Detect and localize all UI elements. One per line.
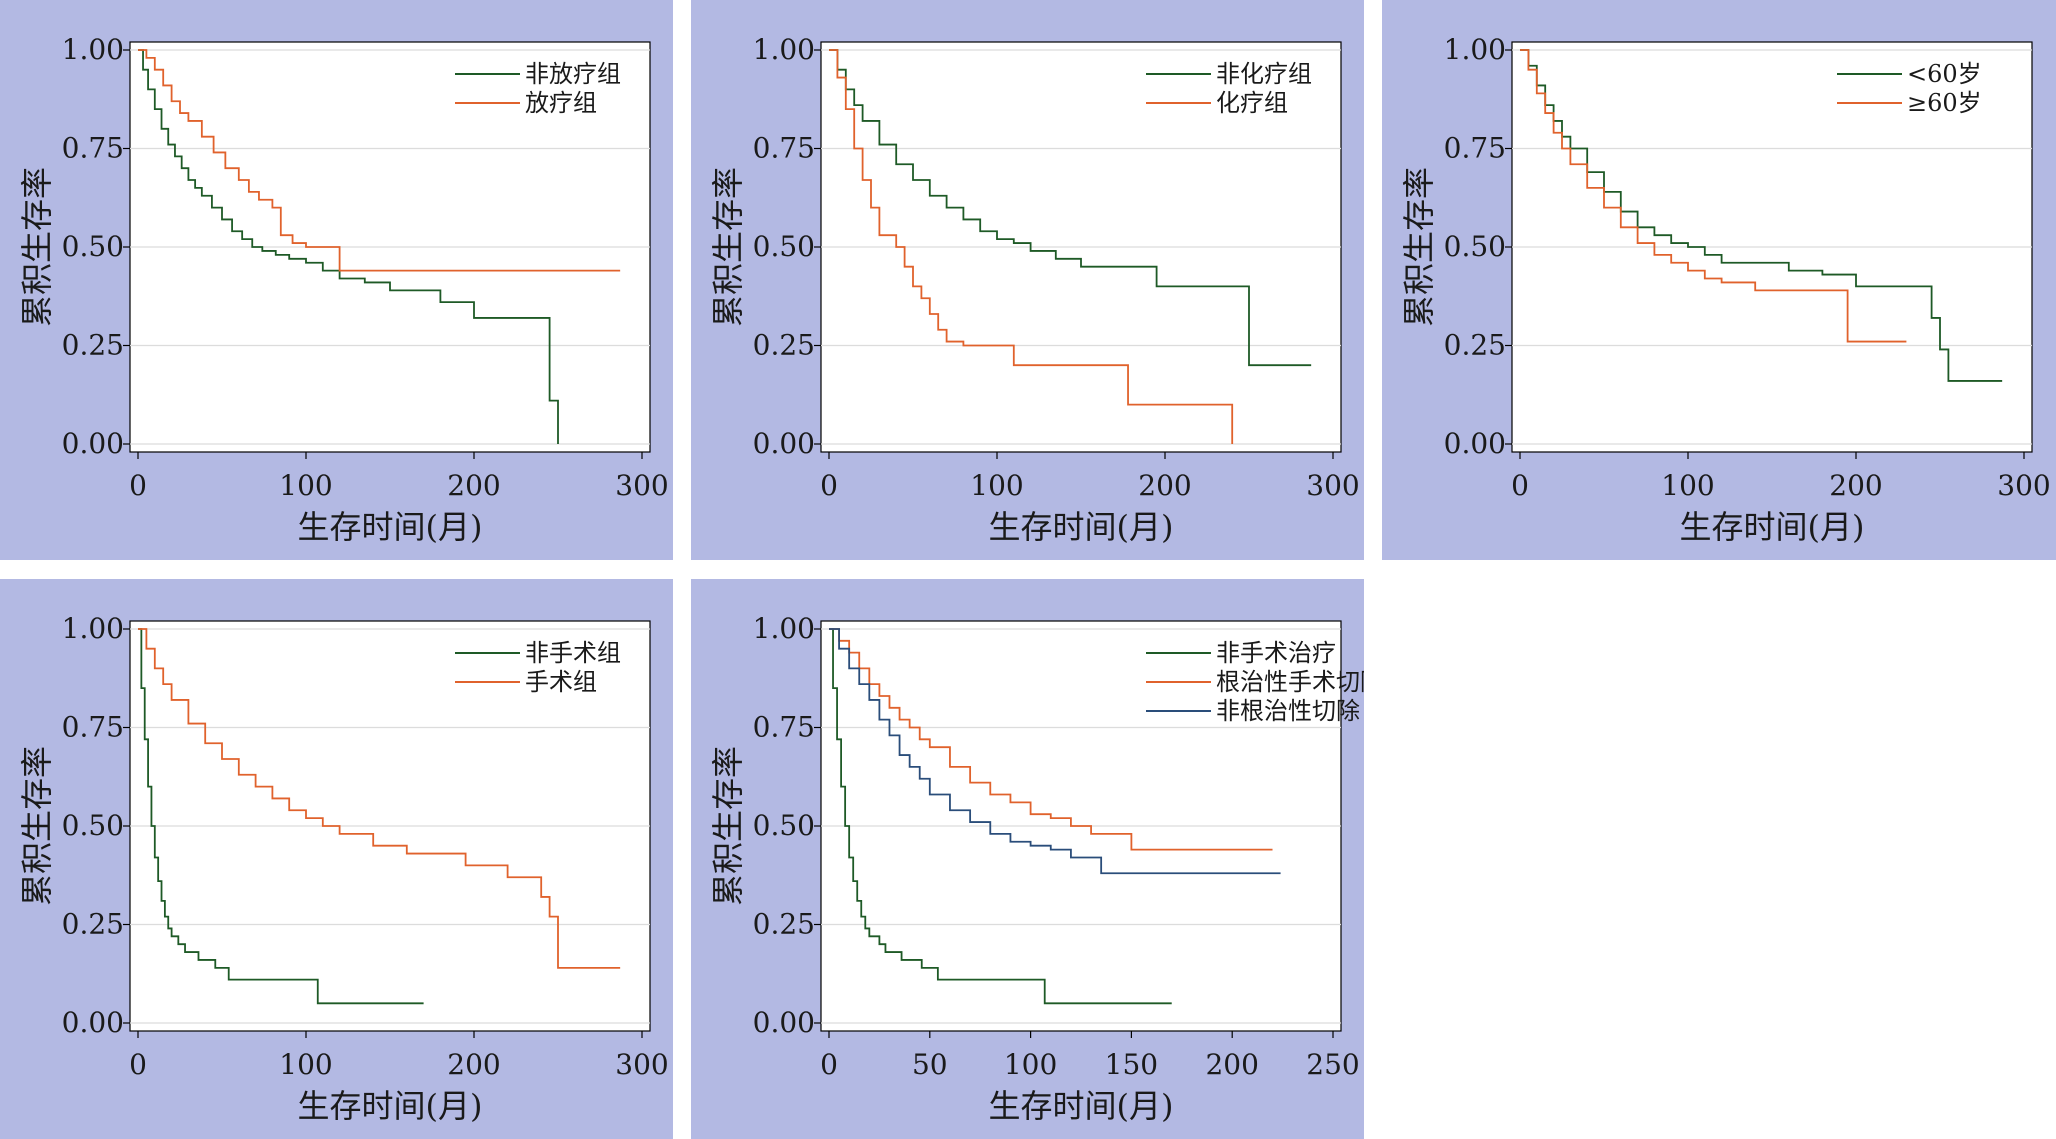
chart-3-xtick-label-0: 0 [129, 1048, 147, 1081]
chart-1-series-1-line [829, 49, 1234, 444]
km-chart-age: 0.00 0.25 0.50 0.75 1.00 0 100 200 300 生存时间(月) 累积生… [1400, 33, 2051, 546]
chart-1-legend-label-0: 非化疗组 [1216, 60, 1312, 88]
chart-1-xtick-label-1: 100 [970, 469, 1023, 502]
chart-4-xlabel: 生存时间(月) [989, 1087, 1174, 1125]
chart-4-ytick-label-2: 0.50 [753, 809, 815, 842]
chart-1-ytick-label-3: 0.75 [753, 132, 815, 165]
chart-0-ytick-label-0: 0.00 [62, 427, 124, 460]
chart-4-legend-label-1: 根治性手术切除 [1216, 668, 1364, 696]
chart-1-ytick-label-1: 0.25 [753, 329, 815, 362]
chart-2-ytick-label-2: 0.50 [1444, 230, 1506, 263]
chart-3-ytick-label-1: 0.25 [62, 908, 124, 941]
chart-0-series-0-line [138, 49, 559, 444]
chart-3-ytick-label-3: 0.75 [62, 711, 124, 744]
km-panel-chemotherapy: 0.00 0.25 0.50 0.75 1.00 0 100 200 300 生存时间(月) 累积生… [691, 0, 1364, 560]
km-panel-age: 0.00 0.25 0.50 0.75 1.00 0 100 200 300 生存时间(月) 累积生… [1382, 0, 2056, 560]
km-panel-radiotherapy: 0.00 0.25 0.50 0.75 1.00 0 100 200 300 生存时间(月) 累积生… [0, 0, 673, 560]
chart-1-ytick-label-2: 0.50 [753, 230, 815, 263]
chart-2-series-1-line [1520, 49, 1907, 343]
chart-4-series-0-line [829, 628, 1172, 1005]
chart-0-xlabel: 生存时间(月) [298, 508, 483, 546]
chart-2-ytick-label-0: 0.00 [1444, 427, 1506, 460]
km-panel-surgery: 0.00 0.25 0.50 0.75 1.00 0 100 200 300 生存时间(月) 累积生… [0, 579, 673, 1139]
chart-3-ytick-label-2: 0.50 [62, 809, 124, 842]
chart-2-legend-label-0: <60岁 [1907, 60, 1982, 88]
chart-4-series-2-line [829, 628, 1281, 875]
chart-3-xtick-label-3: 300 [615, 1048, 668, 1081]
chart-3-series-0-line [138, 628, 424, 1005]
km-chart-surgery: 0.00 0.25 0.50 0.75 1.00 0 100 200 300 生存时间(月) 累积生… [18, 612, 669, 1125]
chart-2-ytick-label-3: 0.75 [1444, 132, 1506, 165]
chart-2-xtick-label-2: 200 [1829, 469, 1882, 502]
chart-1-ytick-label-0: 0.00 [753, 427, 815, 460]
chart-0-xtick-label-2: 200 [447, 469, 500, 502]
km-panel-resection-type: 0.00 0.25 0.50 0.75 1.00 0 50 100 150 200 250 生存时间(… [691, 579, 1364, 1139]
chart-2-legend-label-1: ≥60岁 [1907, 89, 1982, 117]
chart-2-ylabel: 累积生存率 [1400, 167, 1438, 327]
chart-3-ytick-label-4: 1.00 [62, 612, 124, 645]
chart-0-ytick-label-2: 0.50 [62, 230, 124, 263]
chart-3-legend-label-0: 非手术组 [525, 639, 621, 667]
chart-4-xtick-label-1: 50 [912, 1048, 948, 1081]
chart-0-ytick-label-4: 1.00 [62, 33, 124, 66]
chart-1-xtick-label-2: 200 [1138, 469, 1191, 502]
chart-0-legend-label-1: 放疗组 [525, 89, 597, 117]
chart-3-xtick-label-1: 100 [279, 1048, 332, 1081]
chart-4-xtick-label-2: 100 [1004, 1048, 1057, 1081]
chart-2-xtick-label-3: 300 [1997, 469, 2050, 502]
chart-0-xtick-label-0: 0 [129, 469, 147, 502]
km-chart-radiotherapy: 0.00 0.25 0.50 0.75 1.00 0 100 200 300 生存时间(月) 累积生… [18, 33, 669, 546]
chart-0-xtick-label-1: 100 [279, 469, 332, 502]
chart-4-xtick-label-0: 0 [820, 1048, 838, 1081]
chart-4-ytick-label-0: 0.00 [753, 1006, 815, 1039]
chart-3-ylabel: 累积生存率 [18, 746, 56, 906]
chart-1-xlabel: 生存时间(月) [989, 508, 1174, 546]
km-chart-chemotherapy: 0.00 0.25 0.50 0.75 1.00 0 100 200 300 生存时间(月) 累积生… [709, 33, 1360, 546]
chart-0-ytick-label-1: 0.25 [62, 329, 124, 362]
chart-4-ytick-label-1: 0.25 [753, 908, 815, 941]
chart-0-xtick-label-3: 300 [615, 469, 668, 502]
chart-0-ylabel: 累积生存率 [18, 167, 56, 327]
chart-4-legend-label-0: 非手术治疗 [1216, 639, 1336, 667]
chart-3-series-1-line [138, 628, 621, 969]
chart-1-legend-label-1: 化疗组 [1216, 89, 1288, 117]
chart-3-legend-label-1: 手术组 [525, 668, 597, 696]
chart-4-ytick-label-3: 0.75 [753, 711, 815, 744]
chart-1-series-0-line [829, 49, 1312, 367]
chart-4-xtick-label-3: 150 [1105, 1048, 1158, 1081]
chart-2-ytick-label-4: 1.00 [1444, 33, 1506, 66]
chart-3-xlabel: 生存时间(月) [298, 1087, 483, 1125]
chart-3-ytick-label-0: 0.00 [62, 1006, 124, 1039]
chart-4-ylabel: 累积生存率 [709, 746, 747, 906]
chart-2-xlabel: 生存时间(月) [1680, 508, 1865, 546]
chart-4-series-1-line [829, 628, 1273, 851]
chart-2-xtick-label-0: 0 [1511, 469, 1529, 502]
km-chart-resection-type: 0.00 0.25 0.50 0.75 1.00 0 50 100 150 200 250 生存时间(… [709, 612, 1364, 1125]
chart-1-xtick-label-0: 0 [820, 469, 838, 502]
chart-4-ytick-label-4: 1.00 [753, 612, 815, 645]
chart-1-xtick-label-3: 300 [1306, 469, 1359, 502]
chart-0-legend-label-0: 非放疗组 [525, 60, 621, 88]
chart-4-xtick-label-4: 200 [1205, 1048, 1258, 1081]
chart-2-xtick-label-1: 100 [1661, 469, 1714, 502]
chart-3-xtick-label-2: 200 [447, 1048, 500, 1081]
chart-1-ytick-label-4: 1.00 [753, 33, 815, 66]
chart-0-series-1-line [138, 49, 621, 272]
chart-0-ytick-label-3: 0.75 [62, 132, 124, 165]
chart-1-ylabel: 累积生存率 [709, 167, 747, 327]
chart-2-ytick-label-1: 0.25 [1444, 329, 1506, 362]
chart-4-legend-label-2: 非根治性切除 [1216, 697, 1360, 725]
chart-4-xtick-label-5: 250 [1306, 1048, 1359, 1081]
